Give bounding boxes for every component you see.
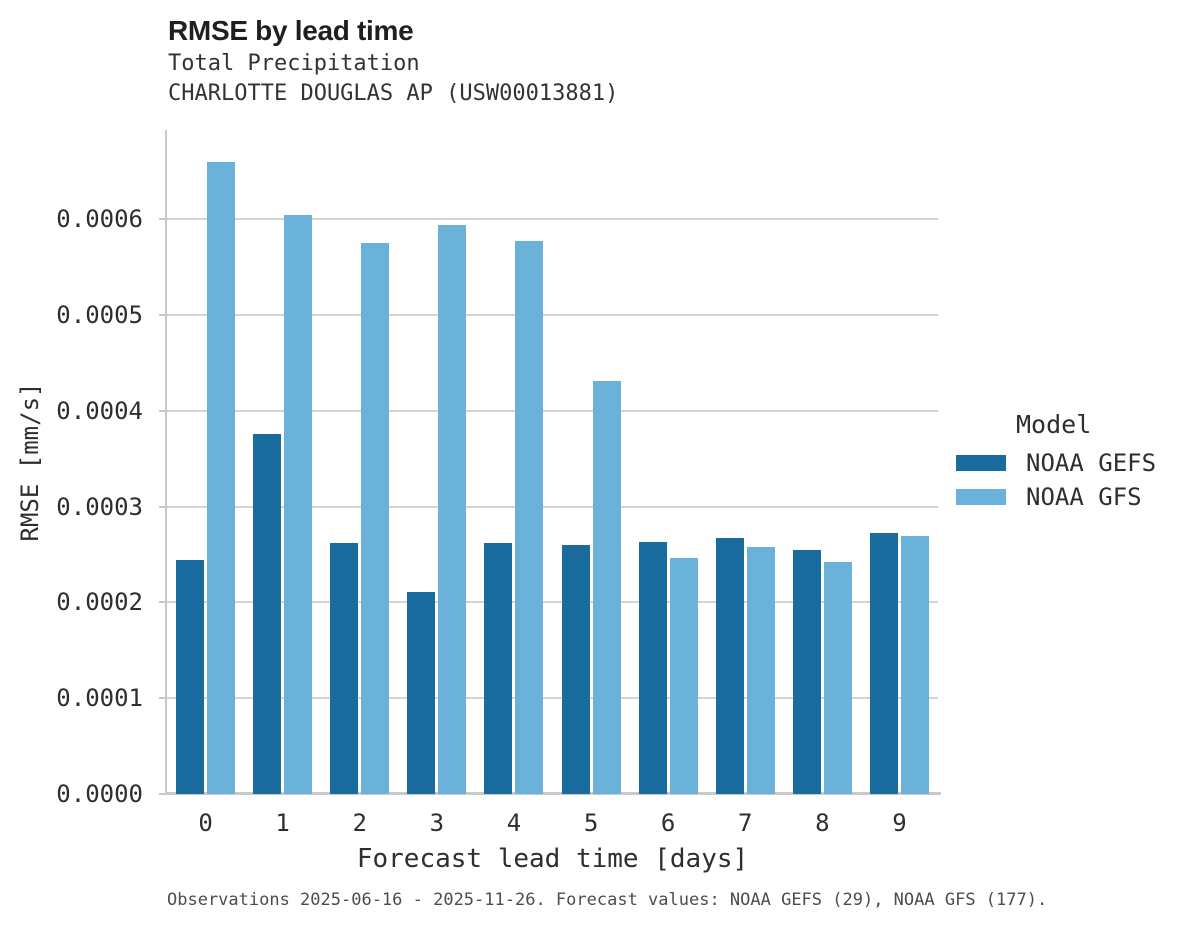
- bar-group-day-6: [630, 130, 707, 794]
- bar-noaa-gefs-day-4: [484, 542, 513, 794]
- bar-noaa-gfs-day-1: [284, 215, 313, 794]
- bar-group-day-8: [784, 130, 861, 794]
- bar-noaa-gefs-day-3: [407, 591, 436, 794]
- bar-noaa-gfs-day-9: [900, 536, 929, 794]
- x-tick-label-5: 5: [583, 809, 599, 837]
- x-tick-label-4: 4: [506, 809, 522, 837]
- legend: Model NOAA GEFS NOAA GFS: [956, 410, 1156, 518]
- y-tick-label: 0.0005: [56, 300, 143, 329]
- y-tick-label: 0.0002: [56, 588, 143, 617]
- chart-title: RMSE by lead time: [168, 15, 414, 46]
- y-tick-mark: [159, 313, 166, 316]
- caption: Observations 2025-06-16 - 2025-11-26. Fo…: [167, 890, 1048, 910]
- legend-item-noaa-gefs: NOAA GEFS: [956, 449, 1157, 477]
- gridline: [167, 409, 938, 412]
- gridline: [167, 218, 938, 221]
- bar-noaa-gfs-day-7: [746, 546, 775, 794]
- chart-station: CHARLOTTE DOUGLAS AP (USW00013881): [168, 81, 619, 106]
- gridline: [167, 697, 938, 700]
- bar-noaa-gefs-day-5: [561, 544, 590, 794]
- gridline: [167, 313, 938, 316]
- x-tick-label-3: 3: [429, 809, 445, 837]
- x-axis-label: Forecast lead time [days]: [356, 844, 749, 874]
- bar-noaa-gfs-day-2: [361, 243, 390, 794]
- bar-noaa-gfs-day-4: [515, 241, 544, 794]
- y-tick-label: 0.0003: [56, 492, 143, 521]
- bar-group-day-3: [398, 130, 475, 794]
- legend-label: NOAA GFS: [1026, 483, 1142, 511]
- y-tick-mark: [159, 793, 166, 795]
- legend-label: NOAA GEFS: [1026, 449, 1157, 477]
- bar-noaa-gefs-day-8: [792, 549, 821, 794]
- bar-noaa-gefs-day-7: [715, 538, 744, 794]
- x-tick-label-8: 8: [815, 809, 830, 837]
- bar-noaa-gefs-day-6: [638, 542, 667, 794]
- gridline: [167, 505, 938, 508]
- chart-subtitle: Total Precipitation: [168, 51, 420, 76]
- x-tick-label-1: 1: [275, 809, 290, 837]
- bar-noaa-gefs-day-9: [869, 533, 898, 794]
- x-axis-spine: [165, 792, 941, 795]
- y-tick-label: 0.0001: [56, 684, 143, 713]
- y-axis-spine: [165, 130, 167, 794]
- bar-group-day-9: [861, 130, 938, 794]
- legend-title: Model: [1016, 410, 1092, 439]
- bar-group-day-4: [475, 130, 552, 794]
- y-tick-mark: [159, 409, 166, 412]
- bar-noaa-gfs-day-3: [438, 224, 467, 794]
- bar-noaa-gfs-day-5: [592, 381, 621, 794]
- y-tick-label: 0.0006: [56, 205, 143, 234]
- legend-swatch: [956, 489, 1006, 505]
- bar-group-day-5: [553, 130, 630, 794]
- y-tick-mark: [159, 697, 166, 700]
- y-tick-label: 0.0000: [56, 780, 143, 808]
- y-tick-mark: [159, 218, 166, 221]
- gridline: [167, 601, 938, 604]
- x-tick-label-7: 7: [738, 809, 753, 837]
- legend-swatch: [956, 455, 1006, 471]
- bar-noaa-gfs-day-8: [823, 562, 852, 794]
- bar-noaa-gefs-day-2: [330, 542, 359, 794]
- bar-group-day-2: [321, 130, 398, 794]
- x-tick-label-9: 9: [892, 809, 907, 837]
- legend-items: NOAA GEFS NOAA GFS: [956, 449, 1157, 511]
- bar-noaa-gfs-day-6: [669, 558, 698, 794]
- x-tick-label-0: 0: [198, 809, 213, 837]
- bar-noaa-gefs-day-0: [176, 560, 205, 794]
- bar-group-day-7: [707, 130, 784, 794]
- y-tick-mark: [159, 505, 166, 508]
- bar-noaa-gfs-day-0: [207, 161, 236, 794]
- bar-group-day-0: [167, 130, 244, 794]
- bar-group-day-1: [244, 130, 321, 794]
- x-tick-label-2: 2: [352, 809, 367, 837]
- y-tick-label: 0.0004: [56, 396, 143, 425]
- x-tick-label-6: 6: [660, 809, 676, 837]
- legend-item-noaa-gfs: NOAA GFS: [956, 483, 1156, 511]
- bar-noaa-gefs-day-1: [253, 433, 282, 794]
- plot-area: [167, 130, 938, 794]
- y-tick-mark: [159, 601, 166, 604]
